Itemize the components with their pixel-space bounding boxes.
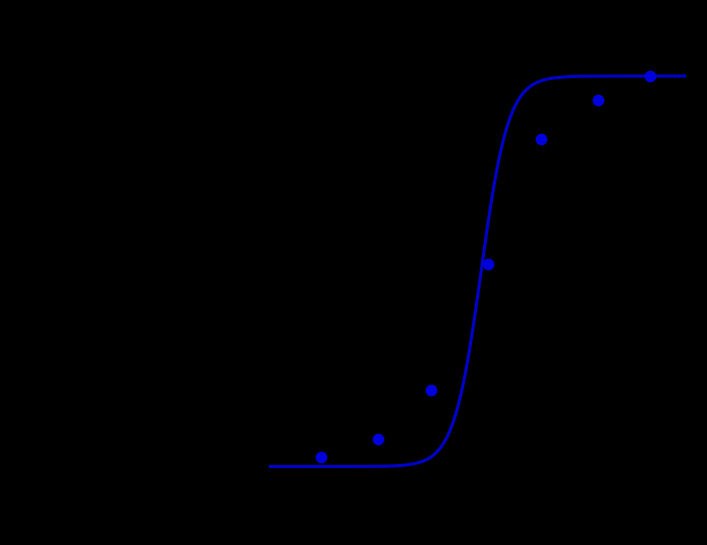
Point — [592, 95, 604, 104]
Point — [425, 385, 436, 394]
Point — [645, 72, 656, 81]
Point — [315, 452, 327, 461]
Point — [535, 135, 547, 143]
Point — [373, 434, 384, 443]
Point — [483, 260, 494, 269]
